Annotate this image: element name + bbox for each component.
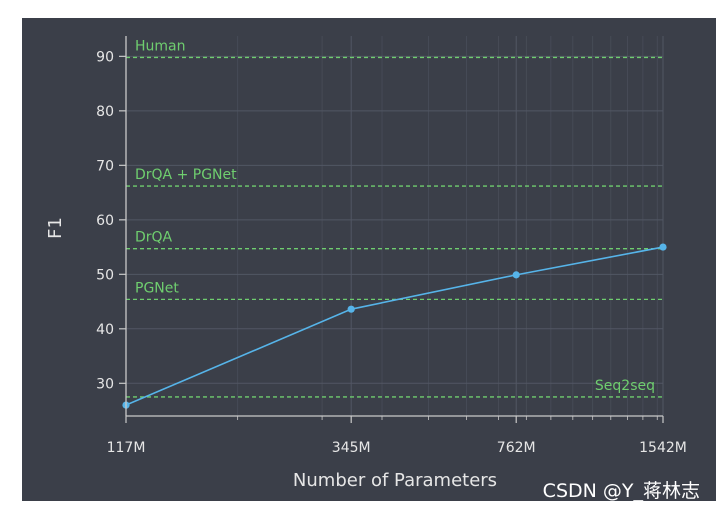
axis-layer xyxy=(119,36,664,423)
tick-labels-layer: 117M 345M 762M 1542M 30 40 50 60 70 80 90 xyxy=(96,49,687,456)
series-line xyxy=(125,246,664,406)
y-tick-label: 70 xyxy=(96,158,114,174)
reference-line-label: Human xyxy=(135,38,186,54)
watermark-text: CSDN @Y_蒋林志 xyxy=(543,480,700,502)
x-tick-label: 1542M xyxy=(639,440,687,456)
data-point xyxy=(512,271,520,279)
reference-line-label: PGNet xyxy=(135,280,179,296)
x-tick-label: 345M xyxy=(332,440,371,456)
reference-lines-layer: Human DrQA + PGNet DrQA PGNet Seq2seq xyxy=(126,38,663,398)
y-axis-title: F1 xyxy=(45,217,66,239)
y-tick-label: 60 xyxy=(96,213,114,229)
reference-line-label: Seq2seq xyxy=(595,378,655,394)
data-point xyxy=(347,305,355,313)
y-tick-label: 40 xyxy=(96,322,114,338)
x-tick-label: 762M xyxy=(497,440,536,456)
y-tick-label: 50 xyxy=(96,267,114,283)
reference-line-label: DrQA + PGNet xyxy=(135,167,237,183)
x-axis-title: Number of Parameters xyxy=(293,470,497,491)
y-tick-label: 90 xyxy=(96,49,114,65)
x-tick-label: 117M xyxy=(107,440,146,456)
y-tick-label: 80 xyxy=(96,104,114,120)
reference-line-label: DrQA xyxy=(135,230,173,246)
data-point xyxy=(659,243,667,251)
y-tick-label: 30 xyxy=(96,376,114,392)
